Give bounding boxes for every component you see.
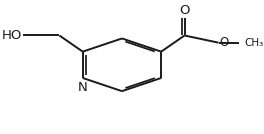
Text: O: O [179, 4, 190, 17]
Text: CH₃: CH₃ [245, 38, 264, 48]
Text: O: O [220, 36, 229, 49]
Text: N: N [78, 81, 88, 94]
Text: HO: HO [2, 29, 22, 42]
